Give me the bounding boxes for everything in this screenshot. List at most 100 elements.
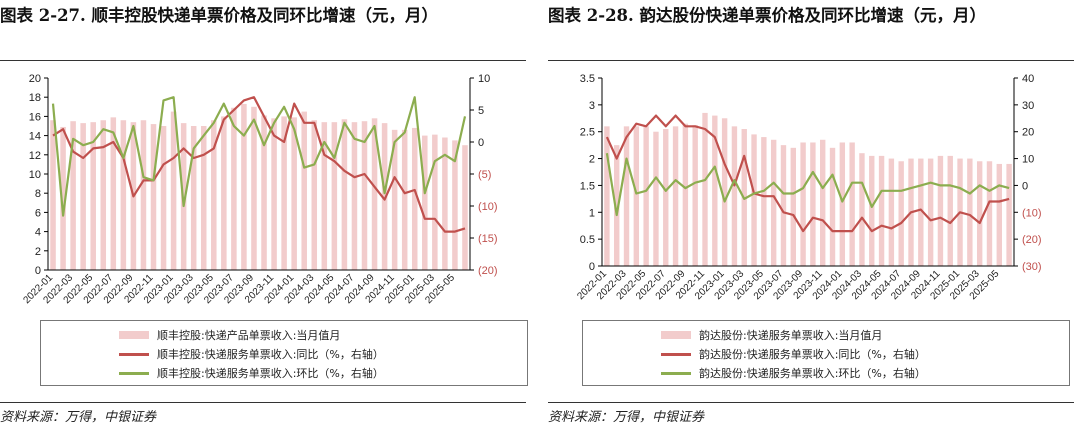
bar-2022-04 bbox=[80, 123, 86, 270]
bar-2025-06 bbox=[1006, 163, 1012, 266]
bar-2025-03 bbox=[976, 161, 983, 266]
bar-2022-01 bbox=[50, 120, 56, 270]
chart-svg-right: 00.511.522.533.5(30)(20)(10)010203040202… bbox=[575, 73, 1042, 302]
y-tick-label-left: 14 bbox=[29, 131, 41, 143]
bar-2022-10 bbox=[140, 120, 147, 270]
legend-swatch-mom bbox=[119, 371, 149, 375]
y-tick-label-left: 12 bbox=[29, 150, 41, 162]
bar-2022-07 bbox=[110, 117, 117, 270]
bar-2024-02 bbox=[849, 142, 855, 266]
y-tick-label-right: (10) bbox=[478, 201, 498, 213]
y-tick-label-right: (30) bbox=[1022, 261, 1042, 273]
y-tick-label-right: (20) bbox=[478, 265, 498, 277]
y-tick-label-left: 18 bbox=[29, 92, 41, 104]
legend-item-mom-right: 韵达股份:快递服务单票收入:环比（%，右轴） bbox=[661, 365, 926, 381]
y-tick-label-left: 8 bbox=[35, 188, 41, 200]
bar-2023-07 bbox=[780, 145, 787, 266]
bar-2023-08 bbox=[241, 103, 247, 270]
y-tick-label-right: 10 bbox=[478, 73, 490, 85]
y-tick-label-left: 6 bbox=[35, 207, 41, 219]
bar-2025-02 bbox=[422, 135, 428, 270]
bar-2023-09 bbox=[800, 142, 806, 266]
bar-2023-02 bbox=[731, 126, 738, 266]
legend-item-bar-left: 顺丰控股:快递产品单票收入:当月值月 bbox=[119, 327, 340, 343]
bar-2024-08 bbox=[361, 121, 368, 270]
y-tick-label-left: 10 bbox=[29, 169, 41, 181]
bar-2024-09 bbox=[371, 118, 378, 270]
y-tick-label-left: 4 bbox=[35, 227, 41, 239]
y-tick-label-right: (15) bbox=[478, 233, 498, 245]
bar-2022-06 bbox=[100, 120, 107, 270]
bar-2024-02 bbox=[301, 111, 307, 270]
bar-2022-11 bbox=[702, 112, 708, 266]
bar-2025-02 bbox=[967, 158, 973, 266]
bar-2023-07 bbox=[231, 107, 237, 270]
legend-item-yoy-right: 韵达股份:快递服务单票收入:同比（%，右轴） bbox=[661, 346, 926, 362]
bar-2022-05 bbox=[643, 126, 649, 266]
bar-2022-11 bbox=[150, 124, 157, 270]
legend-swatch-mom bbox=[661, 371, 691, 375]
bar-2025-01 bbox=[411, 127, 418, 270]
bar-2024-11 bbox=[937, 155, 944, 266]
y-tick-label-left: 0.5 bbox=[580, 234, 595, 246]
y-tick-label-left: 3 bbox=[589, 100, 595, 112]
y-tick-label-left: 2 bbox=[35, 246, 41, 258]
y-tick-label-left: 1 bbox=[589, 207, 595, 219]
bar-2023-11 bbox=[271, 118, 277, 270]
legend-label-yoy-left: 顺丰控股:快递服务单票收入:同比（%，右轴） bbox=[157, 348, 384, 361]
bar-2024-03 bbox=[859, 153, 865, 266]
bar-2024-10 bbox=[381, 123, 388, 270]
bar-2024-05 bbox=[878, 155, 885, 266]
bar-2024-09 bbox=[918, 158, 924, 266]
bar-2022-02 bbox=[614, 145, 620, 266]
legend-label-yoy-right: 韵达股份:快递服务单票收入:同比（%，右轴） bbox=[699, 348, 926, 361]
bar-2023-04 bbox=[200, 126, 207, 270]
y-tick-label-right: 5 bbox=[478, 105, 484, 117]
bar-2024-06 bbox=[341, 119, 348, 270]
bottom-rule-left bbox=[0, 402, 526, 403]
y-tick-label-right: 40 bbox=[1022, 73, 1034, 85]
bar-2023-12 bbox=[281, 116, 287, 271]
bar-2025-04 bbox=[442, 137, 448, 270]
bar-2022-04 bbox=[633, 126, 640, 266]
bar-2023-06 bbox=[770, 139, 777, 266]
y-tick-label-left: 0 bbox=[35, 265, 41, 277]
bar-2024-03 bbox=[311, 120, 318, 270]
bar-2023-05 bbox=[761, 137, 767, 266]
bar-2022-08 bbox=[120, 120, 127, 270]
bar-2024-06 bbox=[888, 158, 895, 266]
y-tick-label-left: 2 bbox=[589, 154, 595, 166]
bar-2023-03 bbox=[190, 126, 197, 270]
chart-title-left: 图表 2-27. 顺丰控股快递单票价格及同环比增速（元，月） bbox=[0, 6, 439, 25]
y-tick-label-right: (20) bbox=[1022, 234, 1042, 246]
bar-2022-05 bbox=[90, 122, 96, 270]
bar-2023-12 bbox=[829, 147, 836, 266]
y-tick-label-right: 10 bbox=[1022, 154, 1034, 166]
bar-2022-09 bbox=[682, 123, 689, 267]
source-note-left: 资料来源：万得，中银证券 bbox=[0, 410, 157, 425]
y-tick-label-left: 0 bbox=[589, 261, 595, 273]
y-tick-label-right: 0 bbox=[478, 137, 484, 149]
bar-2025-05 bbox=[452, 140, 458, 270]
bar-2024-05 bbox=[331, 122, 338, 270]
bar-2024-11 bbox=[391, 129, 398, 270]
bar-2022-01 bbox=[604, 126, 610, 266]
bar-2024-01 bbox=[291, 117, 297, 270]
legend-swatch-bar bbox=[661, 331, 691, 339]
bar-2022-12 bbox=[712, 115, 718, 266]
bar-2024-07 bbox=[898, 161, 904, 266]
bar-2023-06 bbox=[221, 116, 227, 271]
bar-2024-07 bbox=[351, 122, 358, 270]
top-rule-right bbox=[548, 60, 1074, 61]
legend-swatch-bar bbox=[119, 331, 149, 339]
y-tick-label-left: 1.5 bbox=[580, 180, 595, 192]
legend-swatch-yoy bbox=[119, 352, 149, 356]
bar-2024-04 bbox=[321, 122, 328, 270]
source-note-right: 资料来源：万得，中银证券 bbox=[548, 410, 705, 425]
bar-2024-04 bbox=[869, 155, 875, 266]
bar-2023-01 bbox=[721, 118, 728, 267]
legend-swatch-yoy bbox=[661, 352, 691, 356]
bar-2022-10 bbox=[692, 125, 698, 266]
legend-left: 顺丰控股:快递产品单票收入:当月值月 顺丰控股:快递服务单票收入:同比（%，右轴… bbox=[40, 320, 528, 386]
y-tick-label-left: 3.5 bbox=[580, 73, 595, 85]
